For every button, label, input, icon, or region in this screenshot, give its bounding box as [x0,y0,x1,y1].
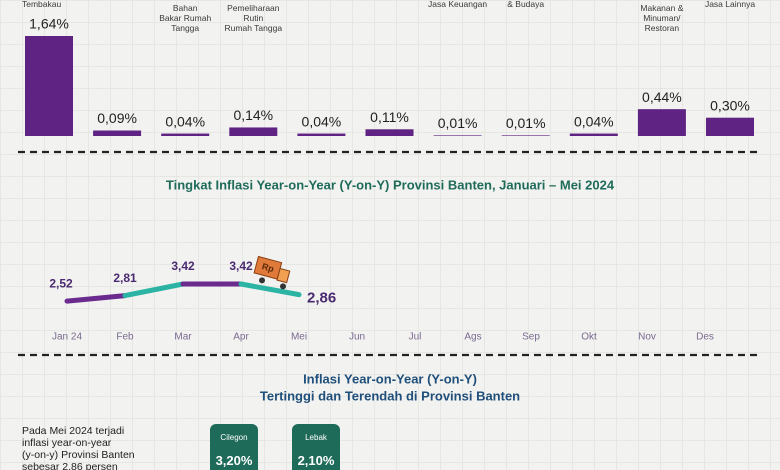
data-label: 0,14% [233,107,273,123]
truck-wheel [259,277,265,284]
truck-cab [276,267,291,284]
data-label: 0,30% [710,97,750,113]
data-label: 0,11% [370,109,409,125]
category-label: & Budaya [507,0,545,9]
x-tick-label: Feb [116,332,134,343]
data-label: 2,81 [113,271,137,285]
x-tick-label: Nov [638,332,656,343]
data-label: 0,04% [302,113,342,129]
data-label: 0,09% [97,110,137,126]
bar [365,129,414,136]
description: sebesar 2,86 persen [22,461,118,470]
bar [297,133,346,136]
data-label: 0,44% [642,89,682,105]
x-tick-label: Des [696,332,714,343]
truck-wheel [280,283,286,290]
x-tick-label: Jun [349,332,365,343]
data-label: 3,42 [171,259,195,273]
x-tick-label: Mar [174,332,192,343]
x-tick-label: Sep [522,332,540,343]
truck-label: Rp [261,261,276,274]
x-tick-label: Okt [581,332,597,343]
data-label: 2,86 [307,290,336,307]
description: Pada Mei 2024 terjadi [22,425,125,437]
city-value: 2,10% [297,453,335,468]
description: inflasi year-on-year [22,437,112,449]
category-label: Jasa Keuangan [428,0,488,9]
bar [706,117,754,136]
city-card: Lebak 2,10% [292,424,340,470]
section-title: Inflasi Year-on-Year (Y-on-Y) [303,371,477,386]
data-label: 0,04% [165,113,205,129]
bar [25,36,73,136]
section-title: Tertinggi dan Terendah di Provinsi Bante… [260,388,520,403]
data-label: 0,04% [574,113,614,129]
data-label: 0,01% [438,115,478,131]
x-tick-label: Jul [409,332,422,343]
data-label: 2,52 [49,276,73,290]
x-tick-label: Apr [233,332,249,343]
bar [637,109,686,136]
category-label: Makanan & Minuman/ Restoran [640,3,684,33]
city-value: 3,20% [215,453,253,468]
category-label: Jasa Lainnya [704,0,756,9]
city-card: Cilegon 3,20% [210,424,258,470]
bar [229,127,278,136]
bar [93,130,142,136]
line-segment [122,281,186,299]
line-chart-title: Tingkat Inflasi Year-on-Year (Y-on-Y) Pr… [166,177,615,192]
city-name: Cilegon [220,433,248,442]
x-tick-label: Ags [464,332,481,343]
category-label: Pemeliharaan Rutin Rumah Tangga [224,3,283,33]
description: (y-on-y) Provinsi Banten [22,449,135,461]
line-segment [238,281,302,298]
category-label: Bahan Bakar Rumah Tangga [159,3,212,33]
data-label: 0,01% [506,115,546,131]
x-tick-label: Jan 24 [52,332,82,343]
bar [433,135,482,136]
x-tick-label: Mei [291,332,307,343]
line-segment [64,293,128,304]
data-label: 3,42 [229,259,253,273]
bar [501,135,550,136]
bar [569,133,618,136]
data-label: 1,64% [29,16,69,32]
city-name: Lebak [305,433,327,442]
bar [161,133,210,136]
category-label: Tembakau [22,0,62,9]
